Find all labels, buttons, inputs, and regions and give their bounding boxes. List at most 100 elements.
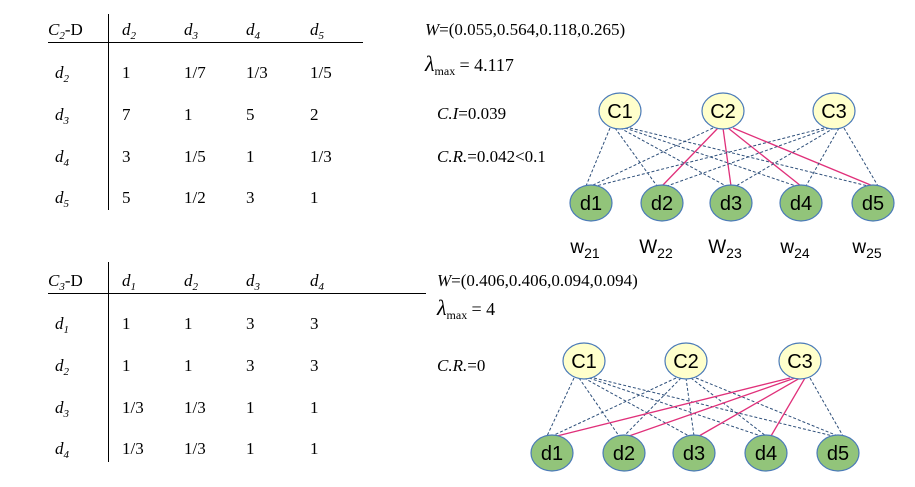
alternative-node: d5 — [816, 434, 860, 472]
dashed-edge — [593, 377, 834, 437]
table-row-divider — [108, 262, 109, 462]
alternative-node-shape — [569, 184, 613, 222]
alternative-node-label: d4 — [755, 443, 777, 465]
highlight-edge — [770, 377, 806, 437]
column-header: d3 — [184, 20, 198, 42]
lambda-max: λmax = 4.117 — [425, 51, 514, 78]
column-header: d1 — [122, 271, 136, 293]
weight-label: W22 — [639, 237, 673, 261]
criterion-node: C3 — [812, 92, 856, 130]
table-cell: 3 — [246, 356, 255, 375]
alternative-node-label: d5 — [827, 443, 849, 465]
table-cell: 1 — [310, 188, 319, 207]
alternative-node: d1 — [569, 184, 613, 222]
consistency-ratio: C.R.=0.042<0.1 — [437, 147, 546, 166]
table-header-rule — [48, 42, 363, 43]
alternative-node-shape — [851, 184, 895, 222]
table-cell: 1/3 — [122, 398, 144, 417]
table-cell: 1 — [246, 398, 255, 417]
table-row-divider — [108, 14, 109, 210]
criterion-node-shape — [778, 342, 822, 380]
dashed-edge — [614, 127, 658, 187]
alternative-node-label: d3 — [720, 193, 742, 215]
dashed-edge — [588, 377, 762, 437]
dashed-edge — [629, 127, 869, 187]
criterion-node: C2 — [701, 92, 745, 130]
criterion-node-label: C2 — [710, 101, 736, 123]
dashed-edge — [805, 127, 840, 187]
alternative-node: d3 — [672, 434, 716, 472]
alternative-node-shape — [816, 434, 860, 472]
dashed-edge — [666, 127, 830, 187]
network-diagram-1: C1 C2 C3 d1 d2 d3 d4 d5 w21 W22 W23 w24 w25 — [569, 92, 895, 261]
dashed-edge — [623, 377, 682, 437]
criterion-node-label: C3 — [821, 101, 847, 123]
criterion-node-shape — [562, 342, 606, 380]
criterion-node: C1 — [562, 342, 606, 380]
weight-vector: W=(0.055,0.564,0.118,0.265) — [425, 20, 626, 39]
column-header: d5 — [310, 20, 324, 42]
criterion-node-shape — [664, 342, 708, 380]
criterion-node: C3 — [778, 342, 822, 380]
table-cell: 3 — [246, 314, 255, 333]
alternative-node-label: d2 — [651, 193, 673, 215]
alternative-node-label: d3 — [683, 443, 705, 465]
highlight-edge — [722, 127, 732, 187]
table-cell: 1/7 — [184, 63, 206, 82]
table-cell: 1 — [310, 439, 319, 458]
weight-label: W23 — [708, 237, 742, 261]
consistency-index: C.I=0.039 — [437, 104, 507, 123]
table-cell: 3 — [310, 356, 319, 375]
dashed-edge — [583, 377, 690, 437]
table-cell: 1/5 — [310, 63, 332, 82]
row-label: d3 — [55, 398, 69, 420]
dashed-edge — [685, 377, 695, 437]
table-cell: 1 — [122, 314, 131, 333]
alternative-node-shape — [640, 184, 684, 222]
row-label: d2 — [55, 356, 69, 378]
criterion-node-shape — [598, 92, 642, 130]
dashed-edge — [578, 377, 620, 437]
highlight-edge — [732, 127, 874, 187]
alternative-node: d5 — [851, 184, 895, 222]
alternative-node: d4 — [779, 184, 823, 222]
highlight-edge — [661, 127, 719, 187]
table-cell: 2 — [310, 105, 319, 124]
criterion-node-label: C1 — [607, 101, 633, 123]
criterion-node: C1 — [598, 92, 642, 130]
weight-label: w24 — [779, 237, 810, 261]
table-cell: 5 — [246, 105, 255, 124]
highlight-edge — [628, 377, 796, 437]
table-cell: 5 — [122, 188, 131, 207]
column-header: d2 — [122, 20, 136, 42]
alternative-node-shape — [530, 434, 574, 472]
dashed-edge — [809, 377, 844, 437]
criterion-node-label: C3 — [787, 351, 813, 373]
table-cell: 1/3 — [310, 147, 332, 166]
network-diagram-2: C1 C2 C3 d1 d2 d3 d4 d5 — [530, 342, 860, 472]
table-cell: 1/3 — [246, 63, 268, 82]
alternative-node-label: d4 — [790, 193, 812, 215]
edges — [585, 127, 879, 187]
table-corner-label: C2-D — [48, 20, 83, 42]
edges — [546, 377, 844, 437]
alternative-node-shape — [602, 434, 646, 472]
dashed-edge — [735, 127, 835, 187]
table-cell: 1/3 — [184, 439, 206, 458]
row-label: d5 — [55, 188, 69, 210]
row-label: d2 — [55, 63, 69, 85]
dashed-edge — [590, 127, 714, 187]
table-cell: 1 — [122, 356, 131, 375]
alternative-node-label: d2 — [613, 443, 635, 465]
dashed-edge — [843, 127, 879, 187]
alternative-node: d3 — [709, 184, 753, 222]
table-cell: 1 — [310, 398, 319, 417]
table-cell: 1 — [184, 314, 193, 333]
row-label: d4 — [55, 439, 69, 461]
table-cell: 1 — [122, 63, 131, 82]
criterion-node-shape — [701, 92, 745, 130]
alternative-node-label: d5 — [862, 193, 884, 215]
alternative-node: d2 — [602, 434, 646, 472]
column-header: d4 — [246, 20, 260, 42]
dashed-edge — [690, 377, 767, 437]
